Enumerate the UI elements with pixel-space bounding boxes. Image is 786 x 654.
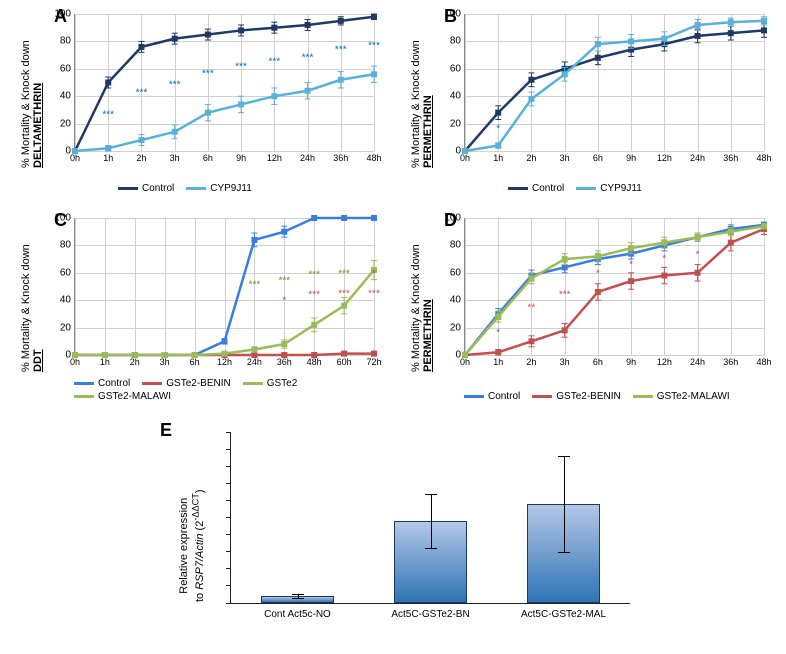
panel-e-y-title: Relative expression to RSP7/Actin (2-ΔΔC… xyxy=(178,490,206,603)
panel-c-y-title: % Mortality & Knock down DDT xyxy=(20,244,44,372)
panel-c-legend: Control GSTe2-BENIN GSTe2 GSTe2-MALAWI xyxy=(74,378,384,402)
legend-item: CYP9J11 xyxy=(576,183,642,194)
panel-b-y-title: % Mortality & Knock down PERMETHRIN xyxy=(410,40,434,168)
panel-c: C % Mortality & Knock down DDT 020406080… xyxy=(8,210,388,410)
panel-c-plot: 0204060801000h1h2h3h6h12h24h36h48h60h72h… xyxy=(74,218,374,356)
legend-item: GSTe2-MALAWI xyxy=(74,391,171,402)
panel-a: A % Mortality & Knock down DELTAMETHRIN … xyxy=(8,6,388,196)
legend-item: Control xyxy=(74,378,130,389)
legend-item: Control xyxy=(508,183,564,194)
panel-a-plot: 0204060801000h1h2h3h6h9h12h24h36h48h****… xyxy=(74,14,374,152)
legend-item: Control xyxy=(118,183,174,194)
panel-d-legend: Control GSTe2-BENIN GSTe2-MALAWI xyxy=(464,391,730,402)
panel-a-legend: Control CYP9J11 xyxy=(118,183,252,194)
panel-d-y-title: % Mortality & Knock down PERMETHRIN xyxy=(410,244,434,372)
panel-b: B % Mortality & Knock down PERMETHRIN 02… xyxy=(398,6,778,196)
panel-e-label: E xyxy=(160,420,172,441)
panel-d-plot: 0204060801000h1h2h3h6h9h12h24h36h48h****… xyxy=(464,218,764,356)
legend-item: GSTe2-BENIN xyxy=(532,391,620,402)
panel-b-plot: 0204060801000h1h2h3h6h9h12h24h36h48h* xyxy=(464,14,764,152)
panel-b-legend: Control CYP9J11 xyxy=(508,183,642,194)
legend-item: GSTe2-BENIN xyxy=(142,378,230,389)
legend-item: GSTe2 xyxy=(243,378,298,389)
panel-a-y-title: % Mortality & Knock down DELTAMETHRIN xyxy=(20,40,44,168)
legend-item: GSTe2-MALAWI xyxy=(633,391,730,402)
panel-e: E Relative expression to RSP7/Actin (2-Δ… xyxy=(150,420,650,640)
panel-e-plot: Cont Act5c-NOAct5C-GSTe2-BNAct5C-GSTe2-M… xyxy=(230,432,630,604)
legend-item: CYP9J11 xyxy=(186,183,252,194)
panel-d: D % Mortality & Knock down PERMETHRIN 02… xyxy=(398,210,778,410)
legend-item: Control xyxy=(464,391,520,402)
